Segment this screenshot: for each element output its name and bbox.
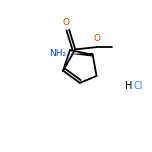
Text: O: O [63, 18, 70, 27]
Polygon shape [71, 53, 93, 57]
Text: Cl: Cl [133, 81, 143, 91]
Text: NH₂: NH₂ [49, 49, 66, 59]
Text: O: O [93, 34, 100, 43]
Text: H: H [125, 81, 132, 91]
